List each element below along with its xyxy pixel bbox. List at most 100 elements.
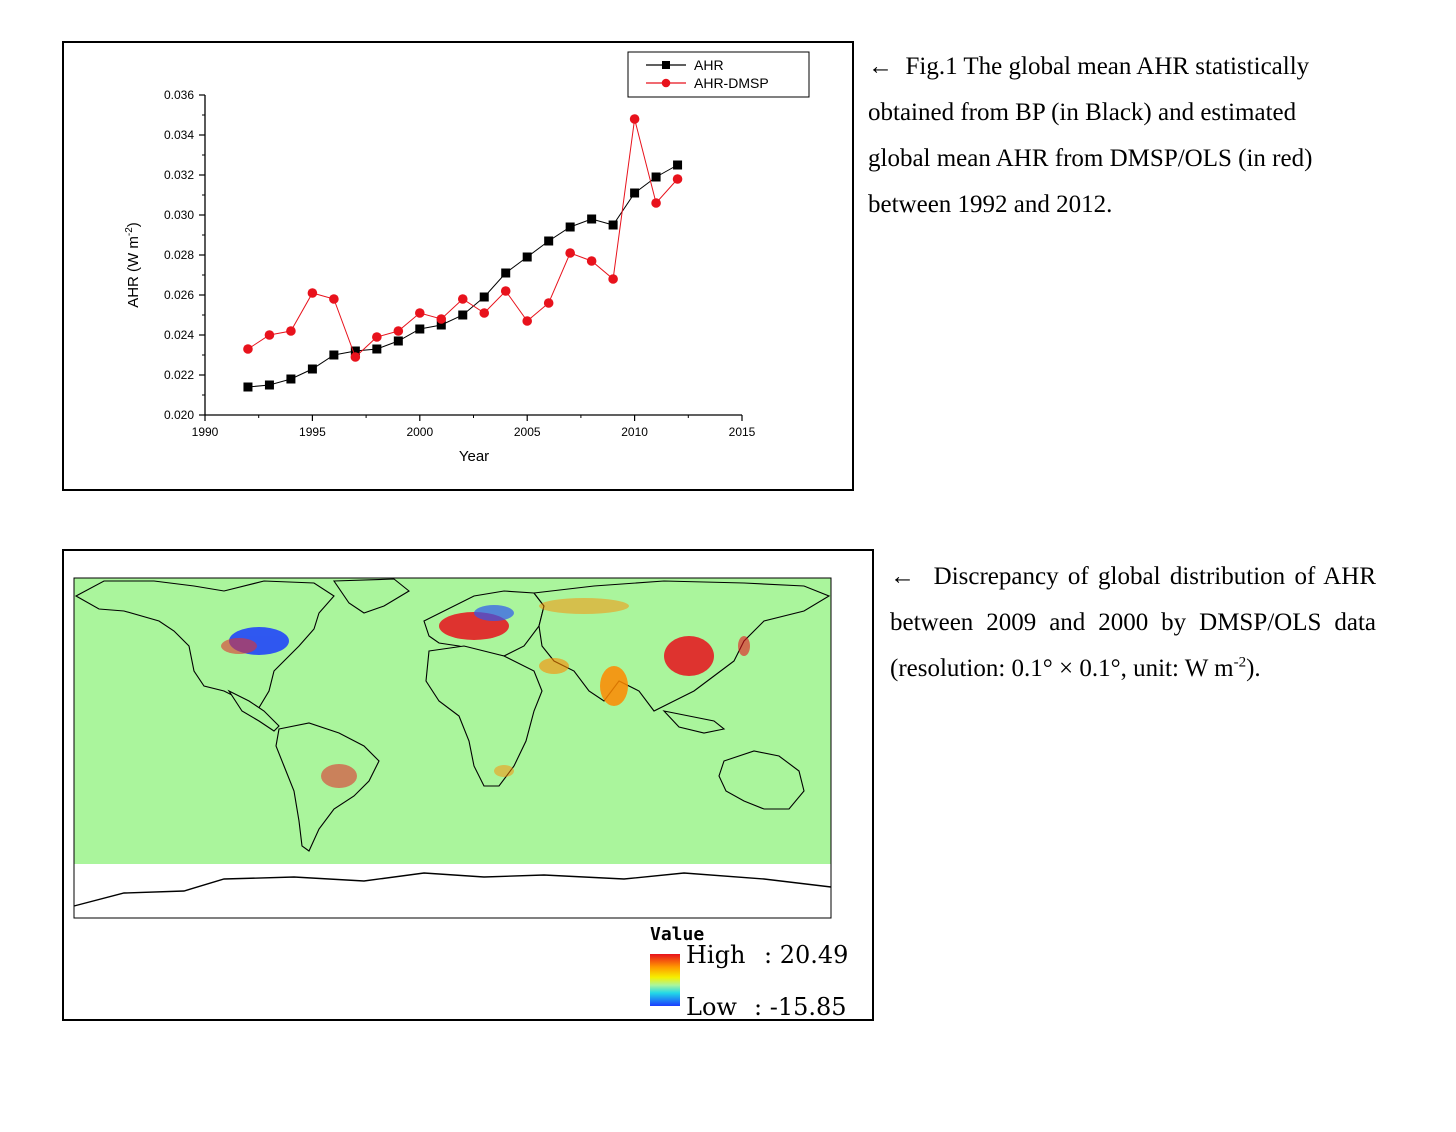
south-america-outline (275, 722, 380, 852)
data-point-ahr (630, 188, 640, 198)
data-point-ahr (651, 172, 661, 182)
data-point-ahr (479, 292, 489, 302)
data-point-ahr (608, 220, 618, 230)
value-legend: Value High : 20.49 Low : -15.85 (650, 924, 848, 1021)
caption-arrow: ← (890, 563, 915, 590)
world-map: Value High : 20.49 Low : -15.85 (73, 577, 848, 1021)
y-tick-label: 0.020 (164, 408, 194, 422)
ahr-hotspots (221, 598, 750, 788)
y-tick-label: 0.026 (164, 288, 194, 302)
data-point-ahr (415, 324, 425, 334)
y-tick-label: 0.032 (164, 168, 194, 182)
y-tick-label: 0.036 (164, 88, 194, 102)
north-america-outline (74, 580, 335, 718)
data-point-ahr-dmsp (243, 344, 253, 354)
data-point-ahr (436, 320, 446, 330)
y-tick-label: 0.030 (164, 208, 194, 222)
data-point-ahr (544, 236, 554, 246)
hotspot-usa-east-red (221, 638, 257, 654)
figure2-caption: ← Discrepancy of global distribution of … (890, 554, 1376, 692)
x-tick-label: 2015 (729, 425, 756, 439)
data-point-ahr (393, 336, 403, 346)
y-tick-label: 0.022 (164, 368, 194, 382)
central-america-outline (227, 689, 280, 732)
caption-arrow: ← (868, 53, 893, 80)
hotspot-south-africa (494, 765, 514, 777)
chart-axes: 0.020 0.022 0.024 0.026 0.028 0.030 0.032 0.034… (164, 88, 756, 439)
hotspot-europe-blue (474, 605, 514, 621)
antarctica-outline (73, 872, 832, 907)
map-panel: Value High : 20.49 Low : -15.85 (62, 549, 874, 1021)
data-point-ahr (243, 382, 253, 392)
data-point-ahr-dmsp (586, 256, 597, 266)
series-line-ahr-dmsp (247, 118, 678, 358)
data-point-ahr-dmsp (500, 286, 511, 296)
hotspot-russia (539, 598, 629, 614)
hotspot-china (664, 636, 714, 676)
x-tick-label: 1995 (299, 425, 326, 439)
chart-series (243, 114, 683, 392)
ahr-line-chart: 0.020 0.022 0.024 0.026 0.028 0.030 0.032 0.034… (124, 51, 810, 465)
x-tick-label: 2005 (514, 425, 541, 439)
australia-outline (718, 750, 805, 810)
data-point-ahr (286, 374, 296, 384)
data-point-ahr (565, 222, 575, 232)
hotspot-india (600, 666, 628, 706)
data-point-ahr-dmsp (522, 316, 532, 326)
legend-box (627, 51, 810, 98)
data-point-ahr (350, 346, 360, 356)
hotspot-middle-east (539, 658, 569, 674)
data-point-ahr-dmsp (393, 326, 404, 336)
y-axis-label-main: AHR (W m (125, 236, 142, 308)
hotspot-brazil (321, 764, 357, 788)
chart-panel: 0.020 0.022 0.024 0.026 0.028 0.030 0.032 0.034… (62, 41, 854, 491)
x-tick-label: 2000 (406, 425, 433, 439)
legend-title: Value (650, 924, 704, 945)
y-tick-label: 0.034 (164, 128, 194, 142)
data-point-ahr-dmsp (307, 288, 318, 298)
figure1-caption: ← Fig.1 The global mean AHR statisticall… (868, 44, 1352, 228)
data-point-ahr (264, 380, 274, 390)
data-point-ahr (587, 214, 597, 224)
caption-unit-sup: -2 (1233, 654, 1247, 671)
legend-label: AHR (694, 57, 724, 73)
data-point-ahr-dmsp (415, 308, 425, 318)
data-point-ahr (458, 310, 468, 320)
caption-end: ). (1246, 655, 1261, 682)
data-point-ahr-dmsp (436, 314, 447, 324)
y-tick-label: 0.028 (164, 248, 194, 262)
legend-high-value: : 20.49 (764, 941, 848, 969)
data-point-ahr-dmsp (651, 198, 661, 208)
data-point-ahr-dmsp (350, 352, 361, 362)
y-tick-label: 0.024 (164, 328, 194, 342)
data-point-ahr-dmsp (329, 294, 339, 304)
legend-high-label: High (686, 941, 745, 969)
data-point-ahr (522, 252, 532, 262)
data-point-ahr-dmsp (286, 326, 296, 336)
hotspot-japan (738, 636, 750, 656)
data-point-ahr-dmsp (479, 308, 490, 318)
map-frame (73, 577, 832, 919)
legend-label: AHR-DMSP (694, 75, 769, 91)
legend-marker-circle (661, 78, 671, 88)
data-point-ahr (673, 160, 683, 170)
y-axis-label: AHR (W m-2) (124, 222, 142, 308)
data-point-ahr-dmsp (608, 274, 618, 284)
data-point-ahr (329, 350, 339, 360)
data-point-ahr-dmsp (264, 330, 275, 340)
legend-low-label: Low (686, 993, 737, 1019)
data-point-ahr-dmsp (372, 332, 382, 342)
chart-legend: AHR AHR-DMSP (627, 51, 810, 98)
legend-low-value: : -15.85 (754, 993, 847, 1019)
data-point-ahr (307, 364, 317, 374)
southeast-asia-outline (662, 710, 726, 734)
legend-colorbar (650, 954, 680, 1006)
legend-marker-square (662, 61, 670, 69)
x-tick-label: 1990 (192, 425, 219, 439)
data-point-ahr (372, 344, 382, 354)
data-point-ahr (501, 268, 511, 278)
figure2-caption-text: Discrepancy of global distribution of AH… (890, 563, 1377, 682)
data-point-ahr-dmsp (457, 294, 468, 304)
data-point-ahr-dmsp (565, 248, 575, 258)
data-point-ahr-dmsp (672, 174, 683, 184)
